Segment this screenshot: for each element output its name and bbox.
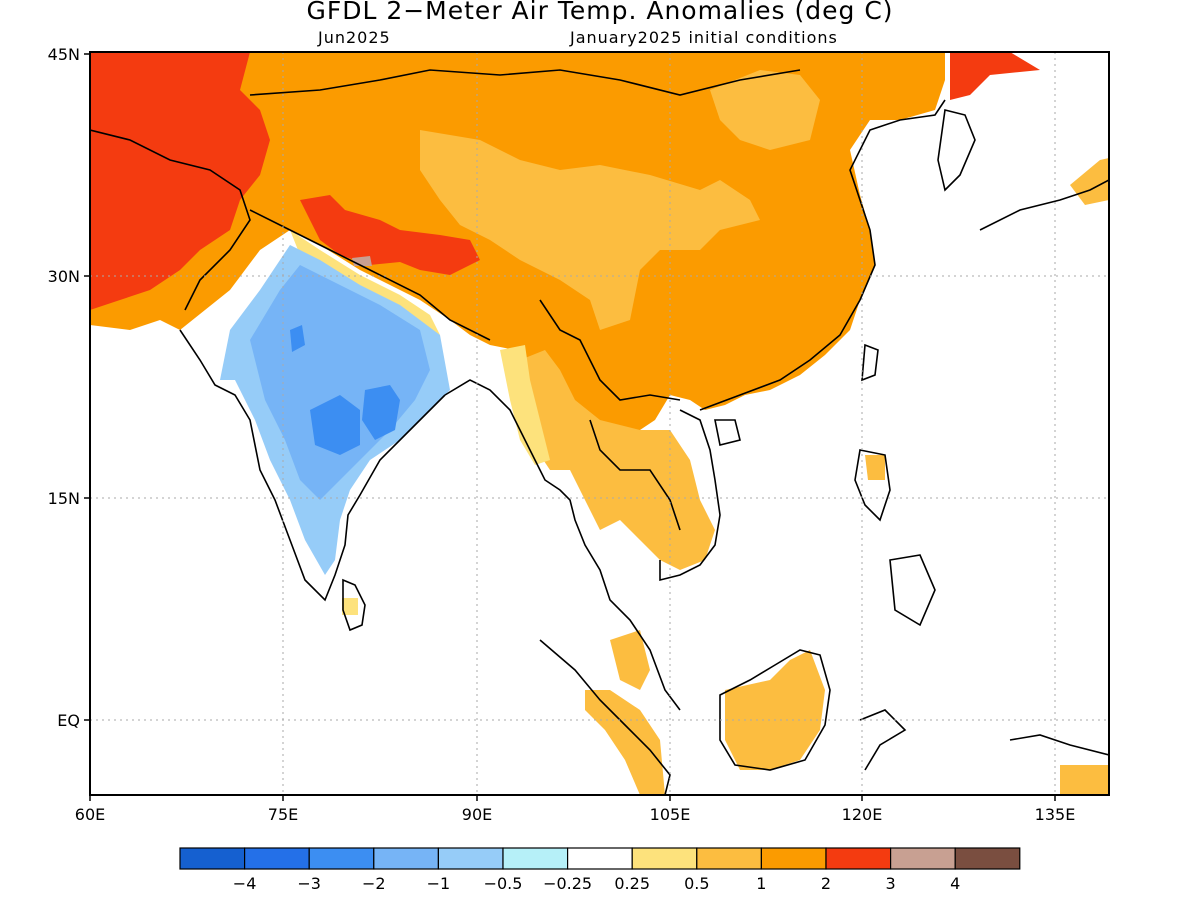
- borders-indochina: [589, 419, 681, 531]
- indochina-anomaly: [520, 350, 715, 570]
- colorbar-tick-label: 3: [886, 874, 896, 893]
- axis-ticks: [84, 53, 1056, 801]
- colorbar-tick-label: 4: [950, 874, 960, 893]
- lon-label-105e: 105E: [650, 805, 691, 824]
- korea-anomaly: [950, 52, 1040, 100]
- colorbar-swatch: [179, 847, 246, 870]
- borders-north: [249, 69, 801, 96]
- chart-title: GFDL 2−Meter Air Temp. Anomalies (deg C): [306, 0, 894, 25]
- colorbar-tick-label: −0.25: [543, 874, 592, 893]
- colorbar-swatch: [631, 847, 698, 870]
- initial-conditions: January2025 initial conditions: [570, 28, 838, 47]
- central-asia-anomaly: [90, 52, 270, 310]
- lon-label-60e: 60E: [75, 805, 105, 824]
- sumatra-anomaly: [585, 690, 665, 795]
- colorbar-swatch: [954, 847, 1021, 870]
- mindanao-coast: [889, 554, 936, 627]
- colorbar-tick-label: −0.5: [484, 874, 523, 893]
- coastlines: [90, 69, 1109, 795]
- india-deep-anomaly-east: [362, 385, 400, 440]
- luzon-coast: [854, 449, 891, 522]
- colorbar-tick-label: −4: [233, 874, 257, 893]
- lon-label-75e: 75E: [268, 805, 298, 824]
- china-coast: [699, 99, 946, 411]
- lat-label-45n: 45N: [48, 45, 80, 64]
- colorbar-tick-label: −2: [362, 874, 386, 893]
- lat-label-30n: 30N: [48, 267, 80, 286]
- india-center-anomaly: [250, 265, 430, 500]
- new-guinea-coast: [1009, 734, 1109, 756]
- sulawesi-coast: [859, 709, 907, 771]
- colorbar-tick-label: 1: [756, 874, 766, 893]
- bay-of-bengal-coast: [444, 379, 681, 711]
- borders-west: [90, 129, 251, 311]
- colorbar-tick-label: −3: [297, 874, 321, 893]
- colorbar-swatch: [437, 847, 504, 870]
- plateau-light-anomaly-north: [710, 70, 820, 150]
- lon-label-135e: 135E: [1035, 805, 1076, 824]
- colorbar-swatch: [244, 847, 310, 870]
- borneo-coast: [719, 649, 831, 771]
- colorbar-swatch: [566, 847, 633, 870]
- colorbar-swatch: [760, 847, 827, 870]
- map-area: [90, 52, 1109, 795]
- colorbar: −4 −3 −2 −1 −0.5 −0.25 0.25 0.5 1 2 3 4: [179, 847, 1021, 893]
- new-guinea-anomaly: [1060, 765, 1109, 795]
- myanmar-light-anomaly: [500, 345, 550, 465]
- gridlines: [90, 52, 1109, 795]
- philippines-anomaly: [865, 455, 885, 480]
- borders-central: [249, 209, 491, 341]
- colorbar-swatch: [373, 847, 439, 870]
- colorbar-swatch: [308, 847, 375, 870]
- korea-coast: [937, 109, 976, 192]
- sumatra-coast: [539, 639, 671, 795]
- colorbar-swatch: [825, 847, 892, 870]
- colorbar-tick-label: −1: [427, 874, 451, 893]
- borders-se: [539, 299, 681, 401]
- lat-label-15n: 15N: [48, 489, 80, 508]
- forecast-month: Jun2025: [318, 28, 391, 47]
- india-deep-anomaly: [310, 395, 360, 455]
- indochina-coast: [659, 409, 721, 582]
- japan-coast: [979, 179, 1109, 231]
- lon-label-90e: 90E: [462, 805, 492, 824]
- colorbar-swatch: [889, 847, 956, 870]
- colorbar-swatch: [696, 847, 762, 870]
- colorbar-tick-label: 0.25: [614, 874, 650, 893]
- sri-lanka-coast: [342, 578, 366, 632]
- hainan-coast: [714, 419, 741, 446]
- india-coast: [179, 329, 446, 602]
- borneo-anomaly: [725, 650, 825, 770]
- plateau-light-anomaly: [420, 130, 760, 330]
- colorbar-tick-label: 2: [821, 874, 831, 893]
- map-frame: [89, 51, 1110, 796]
- india-deep-anomaly-north: [290, 325, 305, 352]
- colorbar-tick-label: 0.5: [684, 874, 709, 893]
- colorbar-swatch: [502, 847, 569, 870]
- sri-lanka-anomaly: [342, 598, 358, 615]
- malay-anomaly: [610, 630, 650, 690]
- lon-label-120e: 120E: [842, 805, 883, 824]
- taiwan-coast: [861, 343, 879, 382]
- central-asia-anomaly-east: [300, 195, 480, 275]
- lat-label-eq: EQ: [57, 711, 80, 730]
